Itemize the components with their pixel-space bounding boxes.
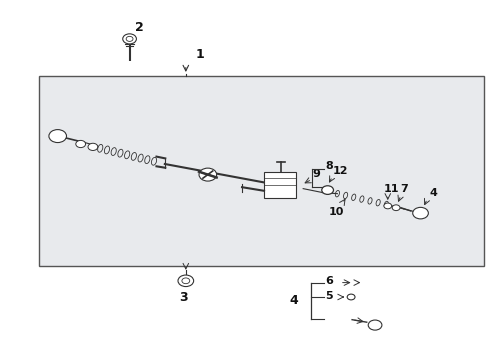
Text: 2: 2 <box>135 21 144 34</box>
Text: 1: 1 <box>195 48 204 61</box>
Circle shape <box>367 320 381 330</box>
Text: 10: 10 <box>328 207 343 217</box>
Bar <box>264 172 295 198</box>
Text: 7: 7 <box>399 184 407 194</box>
Text: 9: 9 <box>311 169 319 179</box>
Circle shape <box>122 34 136 44</box>
Circle shape <box>321 186 333 194</box>
Circle shape <box>88 143 98 150</box>
Circle shape <box>383 203 391 209</box>
Circle shape <box>199 168 216 181</box>
Text: 3: 3 <box>179 291 187 303</box>
Circle shape <box>346 294 354 300</box>
Circle shape <box>412 207 427 219</box>
Text: 11: 11 <box>383 184 399 194</box>
Text: 4: 4 <box>428 188 436 198</box>
Circle shape <box>391 205 399 211</box>
Text: 8: 8 <box>325 161 332 171</box>
Circle shape <box>76 140 85 148</box>
Text: 4: 4 <box>289 294 298 307</box>
Text: 6: 6 <box>325 276 332 286</box>
Text: 12: 12 <box>332 166 347 176</box>
Bar <box>39 76 483 266</box>
Text: 5: 5 <box>325 291 332 301</box>
Circle shape <box>49 130 66 143</box>
Circle shape <box>178 275 193 287</box>
